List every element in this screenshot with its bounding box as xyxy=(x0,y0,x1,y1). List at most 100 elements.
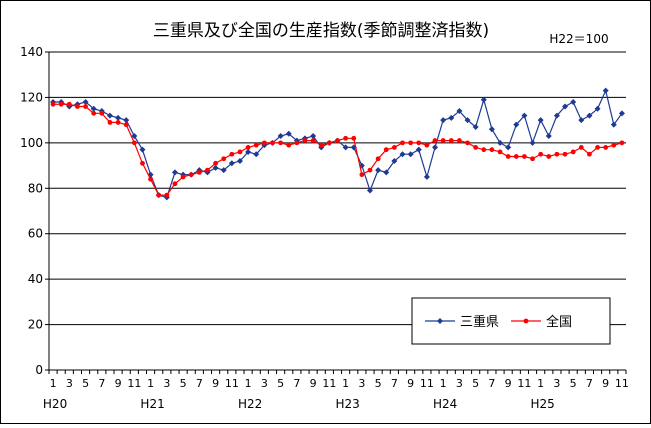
data-point xyxy=(228,160,235,167)
x-axis-ticks: 1 3 5 7 9 11 1 3 5 7 9 11 1 3 5 7 9 11 1 3 5 7 9 11 1 3 5 7 9 11 1 3 5 7 9… xyxy=(43,370,629,411)
data-point xyxy=(318,142,324,148)
data-point xyxy=(172,181,178,187)
legend-marker xyxy=(523,318,529,324)
data-point xyxy=(400,140,405,146)
data-point xyxy=(253,151,260,158)
data-point xyxy=(465,140,470,146)
data-point xyxy=(432,144,439,151)
x-month-label: 3 xyxy=(456,377,463,390)
x-month-label: 1 xyxy=(440,377,447,390)
x-month-label: 11 xyxy=(517,377,531,390)
data-point xyxy=(481,147,487,153)
data-point xyxy=(578,145,584,150)
data-point xyxy=(335,138,340,143)
data-point xyxy=(611,142,617,148)
data-point xyxy=(562,151,568,157)
data-point xyxy=(106,112,113,119)
x-month-label: 11 xyxy=(225,377,239,390)
x-year-label: H21 xyxy=(140,397,164,411)
x-month-label: 5 xyxy=(180,377,187,390)
data-point xyxy=(505,154,511,159)
data-point xyxy=(50,101,56,107)
data-point xyxy=(448,138,454,143)
data-point xyxy=(522,154,527,159)
data-point xyxy=(310,133,317,140)
y-tick-label: 100 xyxy=(20,136,43,150)
x-month-label: 5 xyxy=(277,377,284,390)
data-point xyxy=(196,169,202,175)
x-month-label: 11 xyxy=(127,377,141,390)
data-point xyxy=(578,117,585,124)
x-month-label: 5 xyxy=(472,377,479,390)
data-point xyxy=(489,147,495,153)
data-point xyxy=(221,156,227,162)
data-point xyxy=(75,104,80,109)
x-month-label: 1 xyxy=(50,377,57,390)
data-point xyxy=(278,140,284,146)
data-point xyxy=(440,138,446,143)
data-point xyxy=(619,140,625,146)
x-month-label: 7 xyxy=(391,377,398,390)
data-point xyxy=(367,167,373,173)
data-point xyxy=(513,121,520,128)
x-year-label: H25 xyxy=(531,397,555,411)
x-month-label: 7 xyxy=(293,377,300,390)
data-point xyxy=(399,151,406,158)
x-month-label: 3 xyxy=(163,377,170,390)
data-point xyxy=(586,112,593,119)
data-point xyxy=(90,105,97,112)
data-point xyxy=(66,101,72,107)
data-point xyxy=(342,144,349,151)
gridlines xyxy=(49,51,626,326)
x-month-label: 1 xyxy=(245,377,252,390)
data-point xyxy=(432,138,438,143)
data-point xyxy=(115,120,121,125)
data-point xyxy=(497,139,504,146)
data-point xyxy=(553,112,560,119)
legend-marker xyxy=(437,318,443,324)
data-point xyxy=(375,167,382,174)
data-point xyxy=(456,108,463,115)
data-point xyxy=(245,148,252,155)
data-point xyxy=(416,140,422,146)
data-point xyxy=(587,151,592,157)
x-month-label: 11 xyxy=(420,377,434,390)
data-point xyxy=(115,114,122,121)
data-point xyxy=(440,117,447,124)
x-month-label: 3 xyxy=(358,377,365,390)
data-point xyxy=(237,149,243,155)
data-point xyxy=(156,192,162,198)
data-point xyxy=(164,192,170,198)
x-month-label: 7 xyxy=(488,377,495,390)
data-point xyxy=(391,158,398,165)
data-point xyxy=(529,139,536,146)
y-tick-label: 80 xyxy=(28,181,43,195)
data-point xyxy=(530,156,535,162)
data-point xyxy=(236,158,243,165)
data-point xyxy=(270,140,275,146)
data-point xyxy=(383,169,390,176)
legend: 三重県 全国 xyxy=(411,297,611,345)
data-point xyxy=(610,121,617,128)
legend-label: 三重県 xyxy=(460,314,499,330)
data-point xyxy=(213,160,218,166)
data-point xyxy=(205,167,210,173)
x-month-label: 9 xyxy=(602,377,609,390)
data-point xyxy=(245,145,251,150)
y-tick-label: 140 xyxy=(20,45,43,59)
data-point xyxy=(618,110,625,117)
data-point xyxy=(554,151,560,157)
legend-label: 全国 xyxy=(546,314,572,330)
data-point xyxy=(302,138,308,143)
data-point xyxy=(367,187,374,194)
data-point xyxy=(310,138,316,143)
data-point xyxy=(415,146,422,153)
data-point xyxy=(253,142,259,148)
data-point xyxy=(570,98,577,105)
data-point xyxy=(603,145,609,150)
data-point xyxy=(545,133,552,140)
x-month-label: 1 xyxy=(537,377,544,390)
y-tick-label: 120 xyxy=(20,90,43,104)
data-point xyxy=(464,117,471,124)
